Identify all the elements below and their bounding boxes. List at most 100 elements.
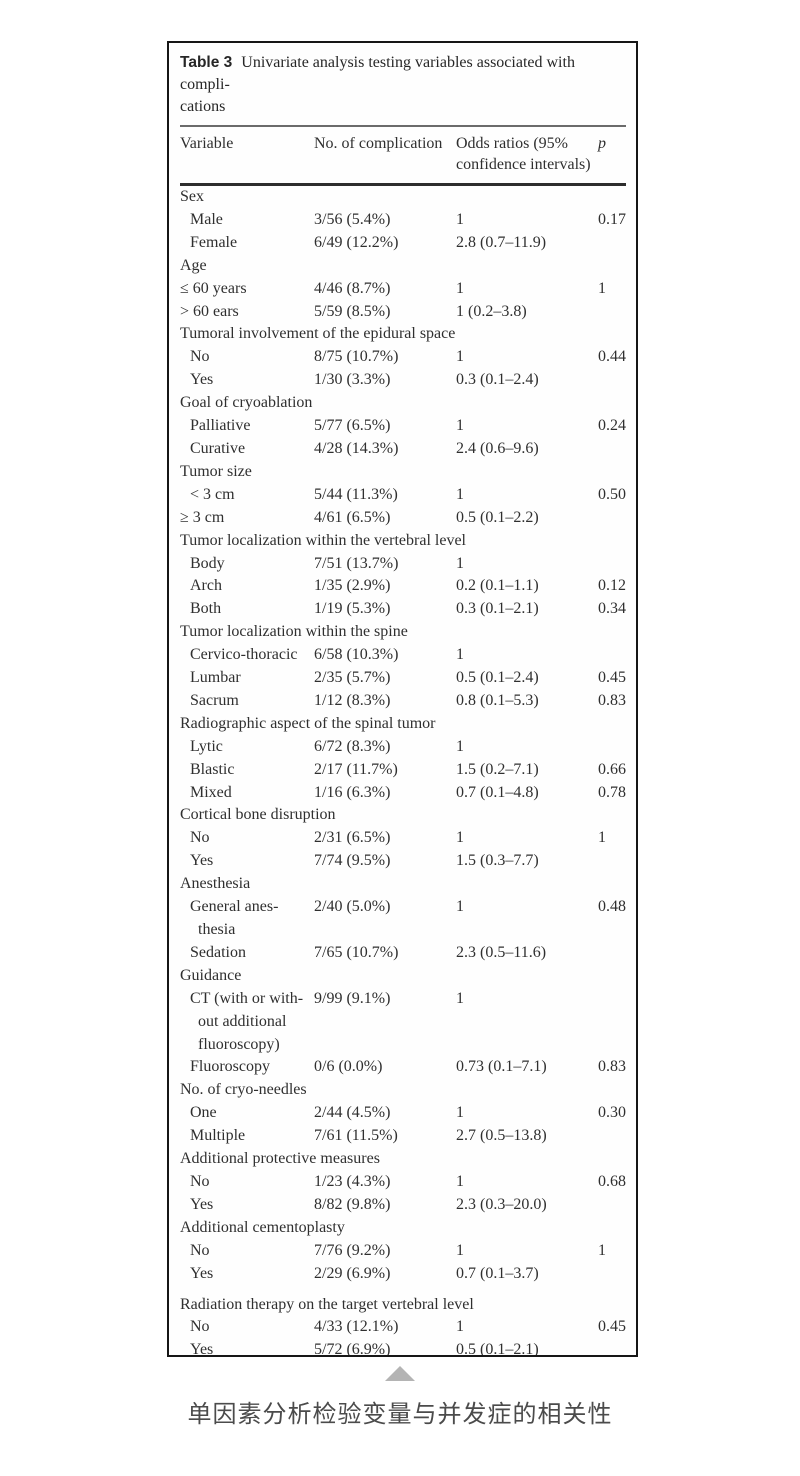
row-variable: Body xyxy=(190,554,225,572)
row-complications: 7/76 (9.2%) xyxy=(314,1241,391,1259)
row-odds-ratio: 1 xyxy=(456,989,464,1007)
row-variable: General anes- thesia xyxy=(190,898,279,938)
row-p-value xyxy=(598,942,626,965)
row-odds-ratio: 0.8 (0.1–5.3) xyxy=(456,691,539,709)
table-row: Yes 1/30 (3.3%) 0.3 (0.1–2.4) xyxy=(180,369,626,392)
row-variable: One xyxy=(190,1104,217,1122)
row-p-value xyxy=(598,232,626,255)
row-variable: No xyxy=(190,1241,210,1259)
table-caption: Table 3 Univariate analysis testing varia… xyxy=(180,52,626,118)
row-complications: 2/40 (5.0%) xyxy=(314,898,391,916)
row-p-value xyxy=(598,1125,626,1148)
table-section-header: Guidance xyxy=(180,966,242,984)
column-header-complication: No. of complication xyxy=(314,135,443,152)
row-p-value xyxy=(598,988,626,1057)
row-p-value: 0.68 xyxy=(598,1172,626,1190)
row-odds-ratio: 1 xyxy=(456,898,464,916)
row-complications: 5/77 (6.5%) xyxy=(314,417,391,435)
table-row: No 2/31 (6.5%) 1 1 xyxy=(180,827,626,850)
row-p-value xyxy=(598,1263,626,1286)
row-complications: 7/51 (13.7%) xyxy=(314,554,399,572)
row-odds-ratio: 1 xyxy=(456,417,464,435)
table-row: Mixed 1/16 (6.3%) 0.7 (0.1–4.8) 0.78 xyxy=(180,782,626,805)
row-p-value: 1 xyxy=(598,1241,606,1259)
row-odds-ratio: 2.3 (0.5–11.6) xyxy=(456,943,547,961)
table-row: Yes 2/29 (6.9%) 0.7 (0.1–3.7) xyxy=(180,1263,626,1286)
row-variable: ≥ 3 cm xyxy=(180,508,225,526)
row-odds-ratio: 2.4 (0.6–9.6) xyxy=(456,439,539,457)
row-variable: Lytic xyxy=(190,737,223,755)
row-odds-ratio: 1 xyxy=(456,348,464,366)
table-title-text: Univariate analysis testing variables as… xyxy=(180,54,575,115)
row-variable: Both xyxy=(190,600,222,618)
row-variable: Yes xyxy=(190,1264,214,1282)
row-variable: Yes xyxy=(190,1195,214,1213)
translated-caption-text: 单因素分析检验变量与并发症的相关性 xyxy=(187,1401,613,1428)
row-odds-ratio: 0.5 (0.1–2.1) xyxy=(456,1341,539,1357)
row-variable: Blastic xyxy=(190,760,235,778)
rule-below-header xyxy=(180,183,626,186)
column-header-odds-ratio: Odds ratios (95% confidence intervals) xyxy=(456,135,591,173)
paper-table: Table 3 Univariate analysis testing varia… xyxy=(167,41,638,1357)
row-odds-ratio: 0.2 (0.1–1.1) xyxy=(456,577,539,595)
row-complications: 1/16 (6.3%) xyxy=(314,783,391,801)
row-complications: 4/33 (12.1%) xyxy=(314,1318,399,1336)
table-row: ≤ 60 years 4/46 (8.7%) 1 1 xyxy=(180,278,626,301)
table-row: General anes- thesia 2/40 (5.0%) 1 0.48 xyxy=(180,896,626,942)
table-row: Female 6/49 (12.2%) 2.8 (0.7–11.9) xyxy=(180,232,626,255)
row-odds-ratio: 0.7 (0.1–4.8) xyxy=(456,783,539,801)
table-row: CT (with or with- out additional fluoros… xyxy=(180,988,626,1057)
row-odds-ratio: 0.7 (0.1–3.7) xyxy=(456,1264,539,1282)
table-section-header: Additional protective measures xyxy=(180,1150,380,1168)
row-complications: 2/35 (5.7%) xyxy=(314,669,391,687)
row-complications: 5/44 (11.3%) xyxy=(314,485,398,503)
table-section-header: Radiographic aspect of the spinal tumor xyxy=(180,714,436,732)
row-odds-ratio: 1 xyxy=(456,210,464,228)
table-row: No 8/75 (10.7%) 1 0.44 xyxy=(180,346,626,369)
row-p-value xyxy=(598,553,626,576)
row-odds-ratio: 0.3 (0.1–2.1) xyxy=(456,600,539,618)
triangle-up-icon xyxy=(385,1366,415,1381)
row-variable: Yes xyxy=(190,371,214,389)
row-variable: Palliative xyxy=(190,417,251,435)
row-complications: 4/46 (8.7%) xyxy=(314,279,391,297)
caption-footer: 单因素分析检验变量与并发症的相关性 xyxy=(0,1366,800,1429)
row-p-value: 0.48 xyxy=(598,898,626,916)
row-variable: No xyxy=(190,348,210,366)
row-odds-ratio: 1 xyxy=(456,554,464,572)
row-variable: No xyxy=(190,1318,210,1336)
table-section-header: Additional cementoplasty xyxy=(180,1218,345,1236)
table-row: Palliative 5/77 (6.5%) 1 0.24 xyxy=(180,415,626,438)
row-complications: 2/31 (6.5%) xyxy=(314,829,391,847)
row-p-value: 0.34 xyxy=(598,600,626,618)
row-p-value: 0.50 xyxy=(598,485,626,503)
row-complications: 3/56 (5.4%) xyxy=(314,210,391,228)
table-row: Sedation 7/65 (10.7%) 2.3 (0.5–11.6) xyxy=(180,942,626,965)
row-complications: 1/19 (5.3%) xyxy=(314,600,391,618)
row-p-value xyxy=(598,850,626,873)
row-p-value: 0.12 xyxy=(598,577,626,595)
table-row: One 2/44 (4.5%) 1 0.30 xyxy=(180,1102,626,1125)
table-section-header: Goal of cryoablation xyxy=(180,394,313,412)
table-section-header: Tumor localization within the spine xyxy=(180,623,408,641)
row-complications: 5/59 (8.5%) xyxy=(314,302,391,320)
row-p-value xyxy=(598,1194,626,1217)
table-section-header: Cortical bone disruption xyxy=(180,806,336,824)
row-variable: Lumbar xyxy=(190,669,241,687)
row-complications: 9/99 (9.1%) xyxy=(314,989,391,1007)
table-row: No 4/33 (12.1%) 1 0.45 xyxy=(180,1316,626,1339)
row-variable: Arch xyxy=(190,577,222,595)
row-odds-ratio: 0.5 (0.1–2.4) xyxy=(456,669,539,687)
row-variable: < 3 cm xyxy=(190,485,235,503)
table-row: Lumbar 2/35 (5.7%) 0.5 (0.1–2.4) 0.45 xyxy=(180,667,626,690)
row-odds-ratio: 2.3 (0.3–20.0) xyxy=(456,1195,547,1213)
row-p-value: 0.45 xyxy=(598,669,626,687)
table-row: Cervico-thoracic 6/58 (10.3%) 1 xyxy=(180,644,626,667)
row-odds-ratio: 0.73 (0.1–7.1) xyxy=(456,1058,547,1076)
row-odds-ratio: 1 xyxy=(456,1241,464,1259)
table-section-header: Tumor size xyxy=(180,462,252,480)
table-row: Male 3/56 (5.4%) 1 0.17 xyxy=(180,209,626,232)
row-p-value: 0.83 xyxy=(598,691,626,709)
row-p-value: 0.78 xyxy=(598,783,626,801)
row-odds-ratio: 0.3 (0.1–2.4) xyxy=(456,371,539,389)
